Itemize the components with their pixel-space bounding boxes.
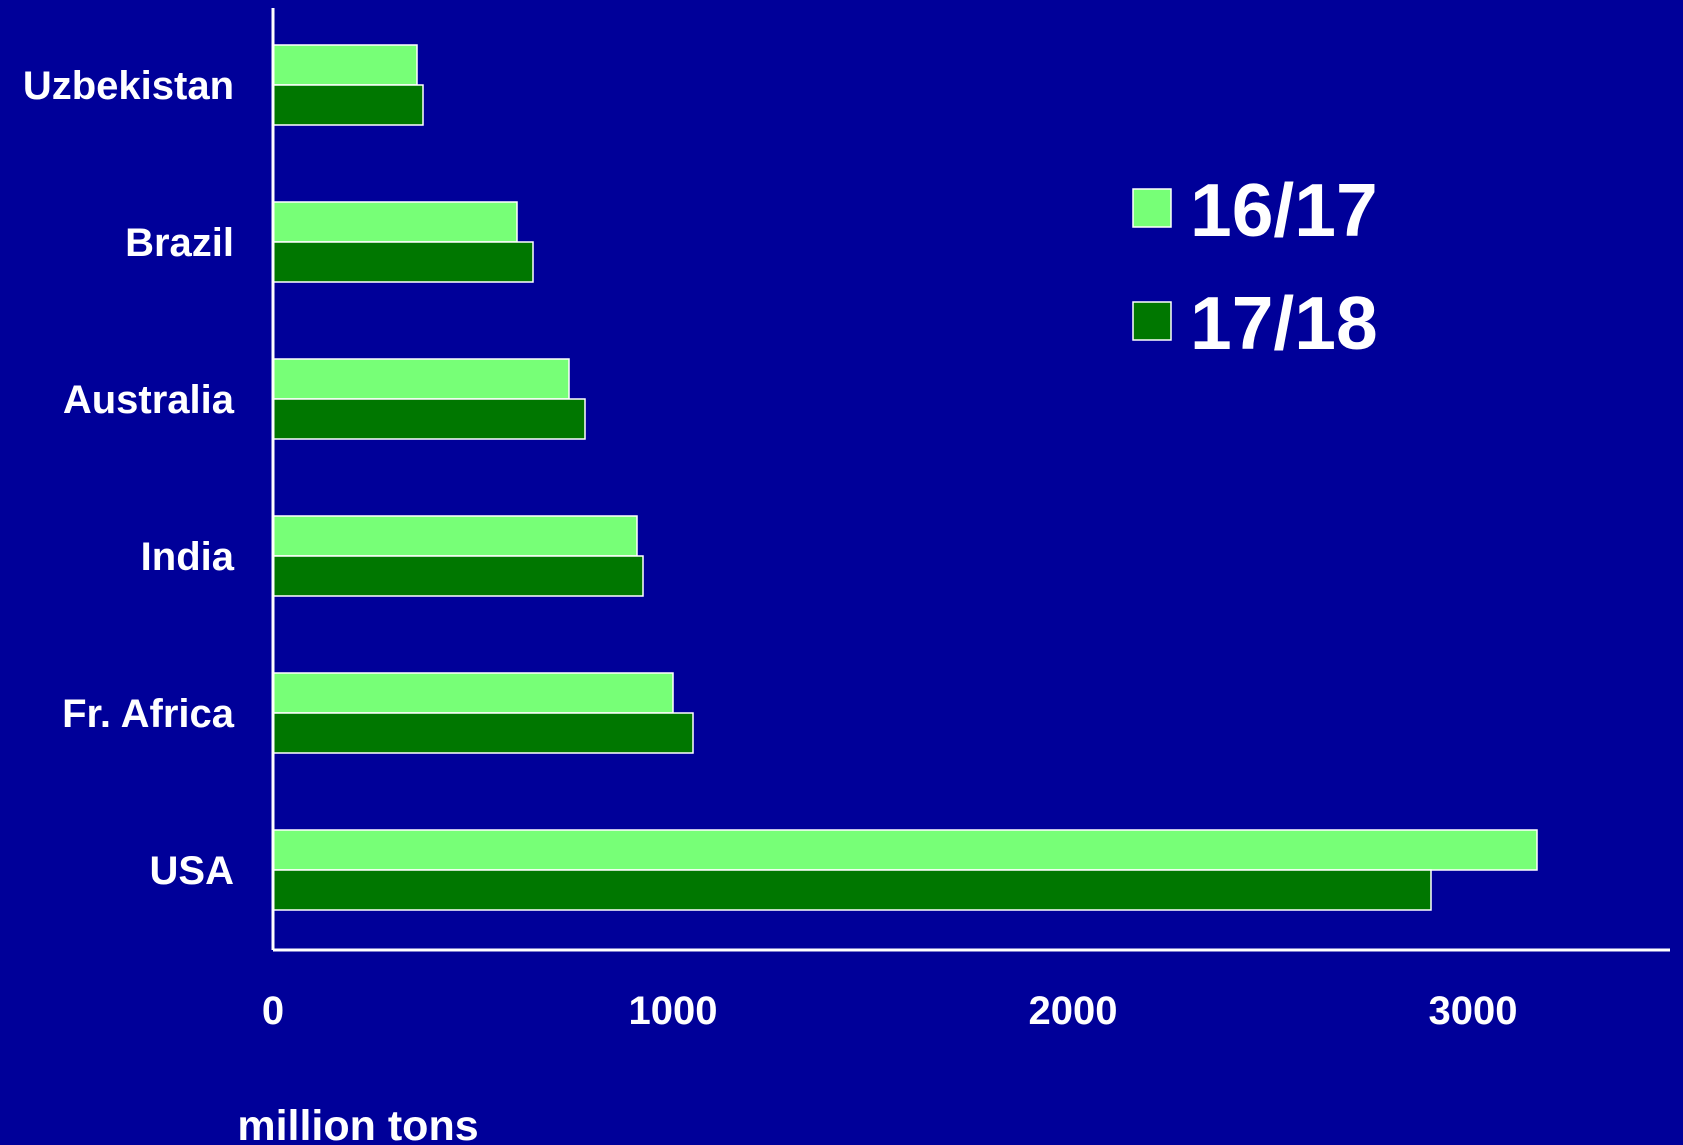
bar-fr-africa-17-18 <box>272 712 694 754</box>
category-label: USA <box>150 849 234 893</box>
bar-uzbekistan-17-18 <box>272 84 424 126</box>
bar-fr-africa-16-17 <box>272 672 674 714</box>
legend-swatch <box>1132 188 1172 228</box>
category-label: Fr. Africa <box>62 692 235 736</box>
legend-label: 17/18 <box>1190 281 1378 365</box>
bar-usa-16-17 <box>272 829 1538 871</box>
category-label: Uzbekistan <box>23 64 234 108</box>
x-tick-label: 3000 <box>1429 989 1518 1033</box>
bar-india-16-17 <box>272 515 638 557</box>
category-label: India <box>141 535 235 579</box>
legend: 16/17 17/18 <box>1132 168 1378 365</box>
legend-label: 16/17 <box>1190 168 1378 252</box>
x-tick-label: 1000 <box>629 989 718 1033</box>
x-tick-label: 2000 <box>1029 989 1118 1033</box>
bar-india-17-18 <box>272 555 644 597</box>
bar-brazil-17-18 <box>272 241 534 283</box>
legend-swatch <box>1132 301 1172 341</box>
x-tick-label: 0 <box>262 989 284 1033</box>
category-label: Brazil <box>125 221 234 265</box>
category-label: Australia <box>63 378 235 422</box>
bar-usa-17-18 <box>272 869 1432 911</box>
bar-australia-17-18 <box>272 398 586 440</box>
x-axis-title: million tons <box>237 1102 478 1145</box>
x-tick-labels: 0 1000 2000 3000 <box>262 989 1518 1033</box>
bar-australia-16-17 <box>272 358 570 400</box>
category-labels: Uzbekistan Brazil Australia India Fr. Africa… <box>23 64 235 893</box>
bar-uzbekistan-16-17 <box>272 44 418 86</box>
bar-brazil-16-17 <box>272 201 518 243</box>
bars-group <box>272 44 1538 911</box>
